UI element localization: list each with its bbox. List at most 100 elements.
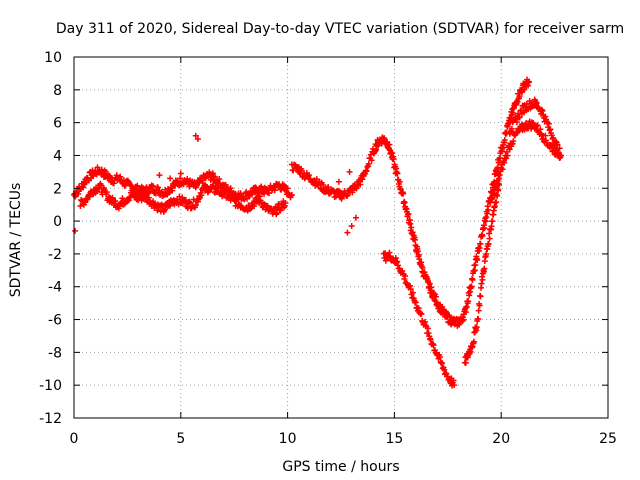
y-tick-label: 6	[53, 116, 62, 132]
x-tick-label: 10	[279, 431, 297, 447]
scatter-point	[556, 145, 563, 152]
y-tick-label: -2	[48, 247, 62, 263]
scatter-point	[550, 134, 557, 141]
scatter-point	[514, 98, 521, 105]
scatter-point	[496, 181, 503, 188]
scatter-point	[545, 120, 552, 127]
scatter-point	[407, 220, 414, 227]
scatter-point	[488, 223, 495, 230]
scatter-point	[409, 289, 416, 296]
scatter-point	[344, 229, 351, 236]
scatter-point	[466, 292, 473, 299]
scatter-point	[348, 223, 355, 230]
scatter-point	[468, 283, 475, 290]
scatter-point	[465, 298, 472, 305]
scatter-point	[481, 225, 488, 232]
scatter-point	[426, 280, 433, 287]
x-tick-label: 20	[492, 431, 510, 447]
scatter-point	[471, 267, 478, 274]
scatter-point	[103, 189, 110, 196]
scatter-point	[499, 166, 506, 173]
scatter-point	[485, 241, 492, 248]
y-axis-label: SDTVAR / TECUs	[8, 183, 24, 298]
scatter-point	[479, 276, 486, 283]
scatter-point	[284, 185, 291, 192]
scatter-point	[407, 286, 414, 293]
scatter-point	[156, 172, 163, 179]
scatter-point	[134, 182, 141, 189]
scatter-point	[313, 176, 320, 183]
scatter-point	[325, 184, 332, 191]
scatter-point	[460, 316, 467, 323]
scatter-point	[320, 182, 327, 189]
scatter-point	[495, 187, 502, 194]
scatter-point	[477, 240, 484, 247]
scatter-point	[481, 265, 488, 272]
scatter-point	[477, 293, 484, 300]
scatter-point	[486, 235, 493, 242]
scatter-point	[469, 276, 476, 283]
scatter-point	[463, 304, 470, 311]
scatter-point	[412, 299, 419, 306]
scatter-point	[439, 360, 446, 367]
scatter-point	[489, 218, 496, 225]
scatter-point	[119, 195, 126, 202]
scatter-point	[365, 160, 372, 167]
x-tick-label: 25	[599, 431, 617, 447]
scatter-point	[258, 183, 265, 190]
scatter-point	[467, 348, 474, 355]
scatter-point	[478, 280, 485, 287]
scatter-point	[504, 152, 511, 159]
scatter-point	[525, 78, 532, 85]
scatter-point	[77, 202, 84, 209]
scatter-point	[192, 132, 199, 139]
y-tick-label: -6	[48, 313, 62, 329]
scatter-point	[167, 202, 174, 209]
y-tick-label: 10	[44, 50, 62, 66]
scatter-point	[218, 184, 225, 191]
scatter-point	[396, 178, 403, 185]
y-tick-labels: -12 -10 -8 -6 -4 -2 0 2 4 6 8 10	[39, 50, 62, 427]
scatter-point	[394, 170, 401, 177]
scatter-point	[493, 199, 500, 206]
scatter-point	[112, 198, 119, 205]
scatter-point	[501, 136, 508, 143]
scatter-point	[534, 122, 541, 129]
scatter-point	[177, 170, 184, 177]
scatter-point	[432, 293, 439, 300]
scatter-point	[400, 190, 407, 197]
scatter-point	[368, 157, 375, 164]
scatter-point	[436, 353, 443, 360]
x-tick-labels: 0 5 10 15 20 25	[70, 431, 617, 447]
scatter-point	[346, 168, 353, 175]
scatter-point	[483, 250, 490, 257]
scatter-point	[558, 152, 565, 159]
scatter-point	[234, 195, 241, 202]
scatter-point	[169, 187, 176, 194]
scatter-point	[167, 175, 174, 182]
scatter-point	[462, 359, 469, 366]
plot-frame	[73, 56, 609, 419]
scatter-point	[418, 310, 425, 317]
scatter-point	[479, 232, 486, 239]
scatter-point	[414, 248, 421, 255]
scatter-point	[474, 257, 481, 264]
scatter-point	[554, 141, 561, 148]
x-tick-label: 5	[176, 431, 185, 447]
scatter-point	[282, 200, 289, 207]
scatter-point	[389, 150, 396, 157]
scatter-point	[72, 227, 79, 234]
scatter-point	[359, 176, 366, 183]
scatter-point	[150, 183, 157, 190]
scatter-point	[335, 178, 342, 185]
scatter-point	[484, 210, 491, 217]
scatter-point	[516, 114, 523, 121]
scatter-point	[352, 214, 359, 221]
scatter-point	[476, 302, 483, 309]
scatter-point	[155, 184, 162, 191]
scatter-point	[388, 149, 395, 156]
scatter-point	[194, 136, 201, 143]
x-axis-label: GPS time / hours	[282, 459, 399, 475]
y-tick-label: -10	[39, 378, 62, 394]
